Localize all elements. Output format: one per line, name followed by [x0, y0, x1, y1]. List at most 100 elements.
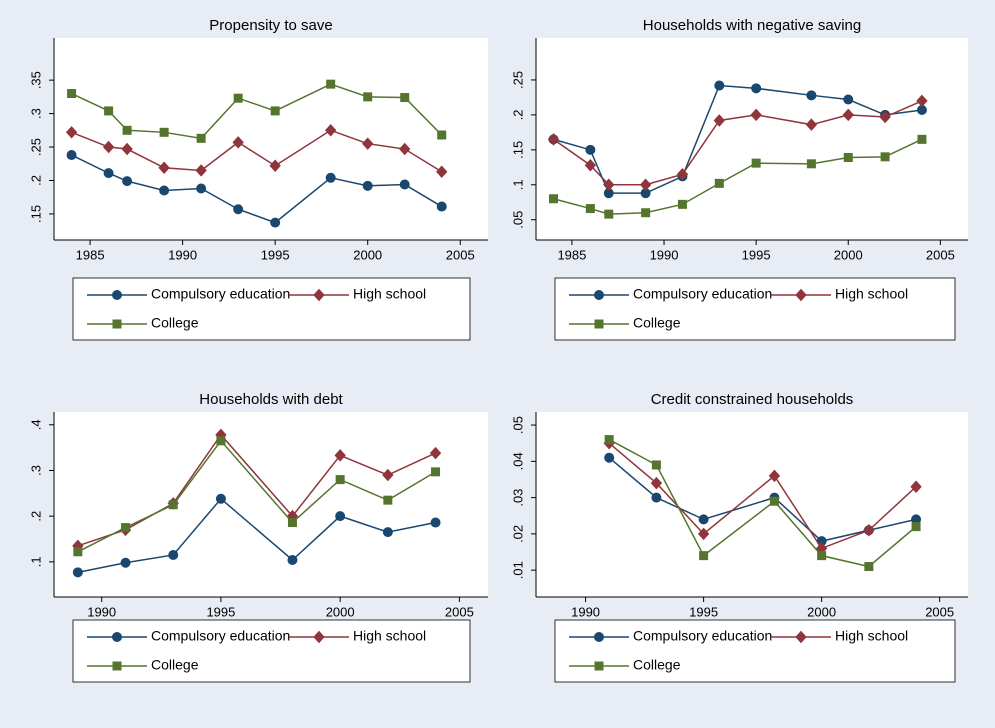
marker	[795, 288, 807, 302]
marker	[112, 319, 122, 329]
legend-label: College	[151, 657, 199, 673]
marker	[195, 164, 207, 177]
marker	[270, 106, 280, 116]
y-tick-label: .4	[28, 419, 43, 430]
series-line	[77, 497, 436, 574]
x-tick-label: 1990	[650, 247, 679, 262]
marker	[751, 158, 761, 168]
marker	[313, 630, 325, 644]
marker	[120, 557, 131, 568]
series-line	[77, 433, 436, 547]
marker	[269, 159, 281, 172]
marker	[843, 94, 854, 105]
marker	[547, 133, 560, 146]
marker	[335, 475, 345, 485]
marker	[436, 201, 447, 212]
marker	[112, 632, 122, 642]
marker	[216, 436, 226, 446]
marker	[676, 168, 689, 181]
marker	[584, 158, 597, 172]
x-tick-label: 1990	[571, 604, 600, 619]
marker	[817, 551, 827, 561]
marker	[104, 106, 114, 116]
marker	[362, 180, 373, 191]
marker	[697, 527, 710, 541]
marker	[585, 204, 595, 214]
marker	[651, 492, 662, 503]
marker	[334, 449, 346, 462]
y-tick-label: .15	[28, 205, 43, 223]
legend: Compulsory education High school College	[554, 619, 956, 683]
x-tick-label: 2005	[445, 604, 474, 619]
x-tick-label: 2000	[807, 604, 836, 619]
x-tick-label: 1990	[168, 247, 197, 262]
marker	[768, 469, 781, 483]
marker	[879, 110, 891, 124]
x-tick-label: 1995	[261, 247, 290, 262]
marker	[639, 178, 652, 192]
marker	[287, 518, 297, 528]
marker	[112, 661, 122, 671]
legend-label: College	[151, 315, 199, 331]
marker	[158, 161, 170, 175]
marker	[751, 83, 762, 94]
y-tick-label: .02	[510, 525, 525, 543]
marker	[233, 93, 243, 103]
marker	[122, 176, 133, 187]
marker	[196, 133, 206, 143]
marker	[159, 185, 170, 196]
y-tick-label: .04	[510, 452, 525, 470]
legend: Compulsory education High school College	[72, 277, 471, 341]
marker	[287, 555, 298, 565]
y-tick-label: .2	[510, 109, 525, 120]
legend: Compulsory education High school College	[72, 619, 471, 683]
marker	[863, 524, 875, 537]
plot-area	[54, 412, 488, 597]
marker	[698, 514, 709, 525]
legend-label: High school	[353, 628, 426, 644]
marker	[699, 551, 709, 561]
legend-label: Compulsory education	[151, 628, 290, 644]
series-line	[77, 439, 436, 553]
marker	[325, 124, 337, 137]
marker	[102, 140, 115, 154]
x-tick-label: 2005	[926, 247, 955, 262]
legend-label: College	[633, 657, 681, 673]
marker	[677, 199, 687, 209]
x-tick-label: 1995	[206, 604, 235, 619]
marker	[168, 500, 178, 510]
x-tick-label: 2005	[446, 247, 475, 262]
marker	[437, 130, 447, 140]
marker	[795, 630, 807, 644]
marker	[594, 661, 604, 671]
marker	[335, 511, 346, 522]
y-tick-label: .35	[28, 71, 43, 89]
chart-title: Households with negative saving	[643, 17, 861, 34]
marker	[383, 495, 393, 505]
marker	[714, 80, 725, 91]
marker	[72, 567, 83, 578]
legend: Compulsory education High school College	[554, 277, 956, 341]
marker	[594, 319, 604, 329]
marker	[400, 93, 410, 103]
marker	[313, 288, 325, 302]
legend-label: Compulsory education	[151, 286, 290, 302]
legend-label: High school	[835, 286, 908, 302]
marker	[430, 517, 441, 528]
y-tick-label: .25	[510, 71, 525, 89]
marker	[325, 172, 336, 183]
marker	[270, 217, 281, 228]
marker	[750, 108, 762, 122]
marker	[67, 89, 77, 99]
y-tick-label: .05	[510, 211, 525, 229]
marker	[842, 108, 854, 122]
marker	[864, 562, 874, 572]
y-tick-label: .05	[510, 416, 525, 434]
legend-label: Compulsory education	[633, 286, 772, 302]
plot-area	[54, 38, 488, 240]
marker	[714, 178, 724, 188]
marker	[66, 150, 77, 161]
x-tick-label: 2000	[326, 604, 355, 619]
marker	[910, 480, 922, 493]
